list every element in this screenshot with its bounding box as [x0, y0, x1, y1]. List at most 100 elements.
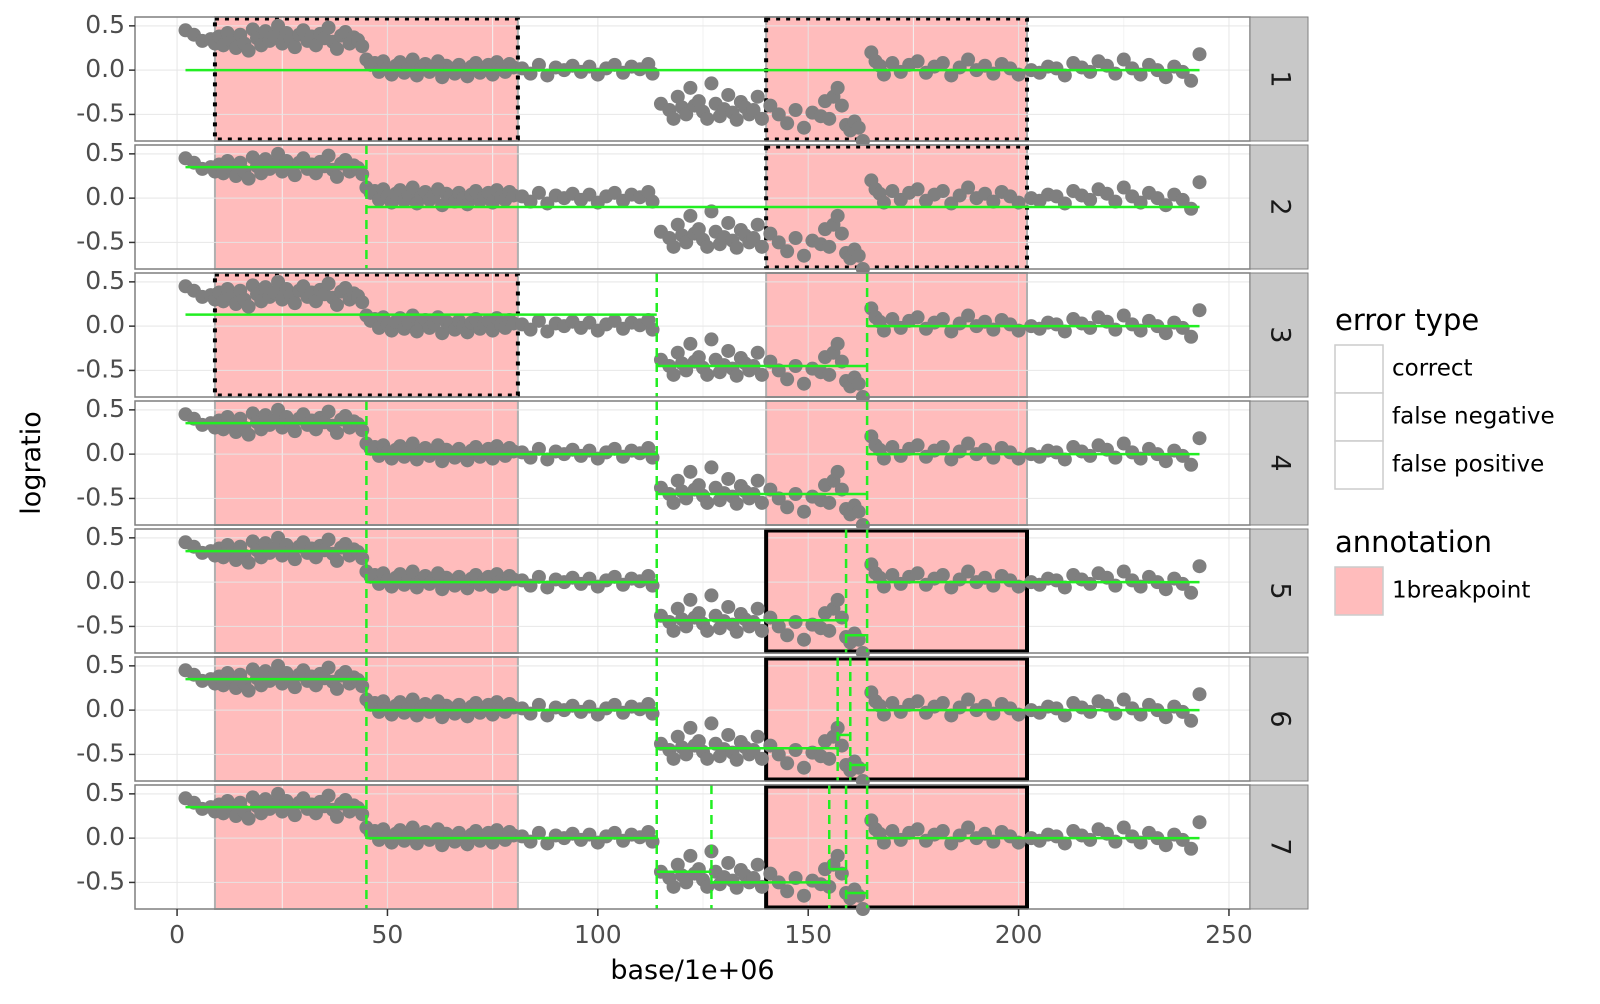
data-point: [729, 240, 744, 255]
data-point: [721, 215, 736, 230]
data-point: [321, 276, 336, 291]
data-point: [1083, 64, 1098, 79]
data-point: [670, 345, 685, 360]
data-point: [851, 760, 866, 775]
data-point: [670, 857, 685, 872]
data-point: [704, 716, 719, 731]
y-tick-label: -0.5: [76, 226, 125, 255]
data-point: [721, 727, 736, 742]
data-point: [721, 599, 736, 614]
data-point: [780, 628, 795, 643]
data-point: [750, 217, 765, 232]
y-tick-label: 0.5: [85, 650, 125, 679]
data-point: [851, 504, 866, 519]
y-tick-label: -0.5: [76, 354, 125, 383]
data-point: [771, 619, 786, 634]
data-point: [788, 231, 803, 245]
data-point: [830, 336, 845, 351]
data-point: [754, 111, 769, 126]
data-point: [1116, 52, 1131, 67]
y-tick-label: -0.5: [76, 866, 125, 895]
data-point: [830, 464, 845, 479]
panel-7: 7 0.5 0.0 -0.5: [76, 778, 1309, 916]
y-tick-label: -0.5: [76, 738, 125, 767]
data-point: [435, 710, 450, 725]
data-point: [763, 98, 778, 113]
data-point: [531, 185, 546, 200]
data-point: [666, 239, 681, 254]
data-point: [1083, 576, 1098, 591]
data-point: [329, 681, 344, 696]
data-point: [910, 822, 925, 837]
y-tick-label: -0.5: [76, 482, 125, 511]
facet-strip: [1249, 400, 1309, 526]
data-point: [321, 20, 336, 35]
data-point: [435, 70, 450, 85]
data-point: [771, 235, 786, 250]
data-point: [961, 308, 976, 323]
data-point: [1057, 580, 1072, 595]
data-point: [1108, 194, 1123, 209]
data-point: [851, 376, 866, 391]
data-point: [822, 111, 837, 126]
data-point: [405, 564, 420, 579]
data-point: [435, 454, 450, 469]
data-point: [1192, 303, 1207, 318]
y-tick-label: 0.0: [85, 438, 125, 467]
data-point: [1083, 320, 1098, 335]
false-negative-box: [764, 528, 1029, 654]
data-point: [321, 532, 336, 547]
data-point: [666, 751, 681, 766]
false-positive-box: [212, 16, 520, 142]
facet-strip-label: 3: [1265, 326, 1296, 343]
data-point: [1116, 564, 1131, 579]
data-point: [788, 615, 803, 629]
data-point: [729, 880, 744, 895]
data-point: [287, 168, 302, 183]
data-point: [935, 568, 950, 583]
data-point: [683, 592, 698, 607]
data-point: [1116, 308, 1131, 323]
data-point: [666, 367, 681, 382]
data-point: [797, 504, 811, 519]
data-point: [1192, 47, 1207, 62]
y-tick-label: 0.0: [85, 182, 125, 211]
data-point: [679, 619, 694, 634]
panel-3: 3 0.5 0.0 -0.5: [76, 266, 1309, 404]
annotation-region: [765, 400, 1028, 526]
data-point: [287, 296, 302, 311]
data-point: [405, 436, 420, 451]
data-point: [1175, 64, 1190, 79]
data-point: [700, 239, 715, 254]
data-point: [935, 312, 950, 327]
legend: error type correct false negative false pos…: [1334, 303, 1555, 616]
data-point: [683, 848, 698, 863]
data-point: [729, 112, 744, 127]
data-point: [830, 208, 845, 223]
data-point: [851, 248, 866, 263]
data-point: [287, 40, 302, 55]
y-tick-label: 0.5: [85, 138, 125, 167]
data-point: [729, 496, 744, 511]
data-point: [1192, 687, 1207, 702]
data-point: [910, 694, 925, 709]
data-point: [750, 729, 765, 744]
facet-strip: [1249, 16, 1309, 142]
data-point: [287, 808, 302, 823]
data-point: [683, 336, 698, 351]
legend-key-annotation: [1334, 566, 1384, 616]
data-point: [771, 747, 786, 762]
data-point: [1158, 710, 1173, 725]
facet-strip-label: 2: [1265, 198, 1296, 215]
data-point: [670, 601, 685, 616]
data-point: [1057, 452, 1072, 467]
data-point: [721, 87, 736, 102]
data-point: [797, 760, 811, 775]
facet-strip: [1249, 144, 1309, 270]
data-point: [721, 471, 736, 486]
data-point: [1083, 704, 1098, 719]
y-tick-label: 0.5: [85, 394, 125, 423]
data-point: [935, 824, 950, 839]
data-point: [523, 322, 538, 337]
data-point: [645, 66, 660, 81]
